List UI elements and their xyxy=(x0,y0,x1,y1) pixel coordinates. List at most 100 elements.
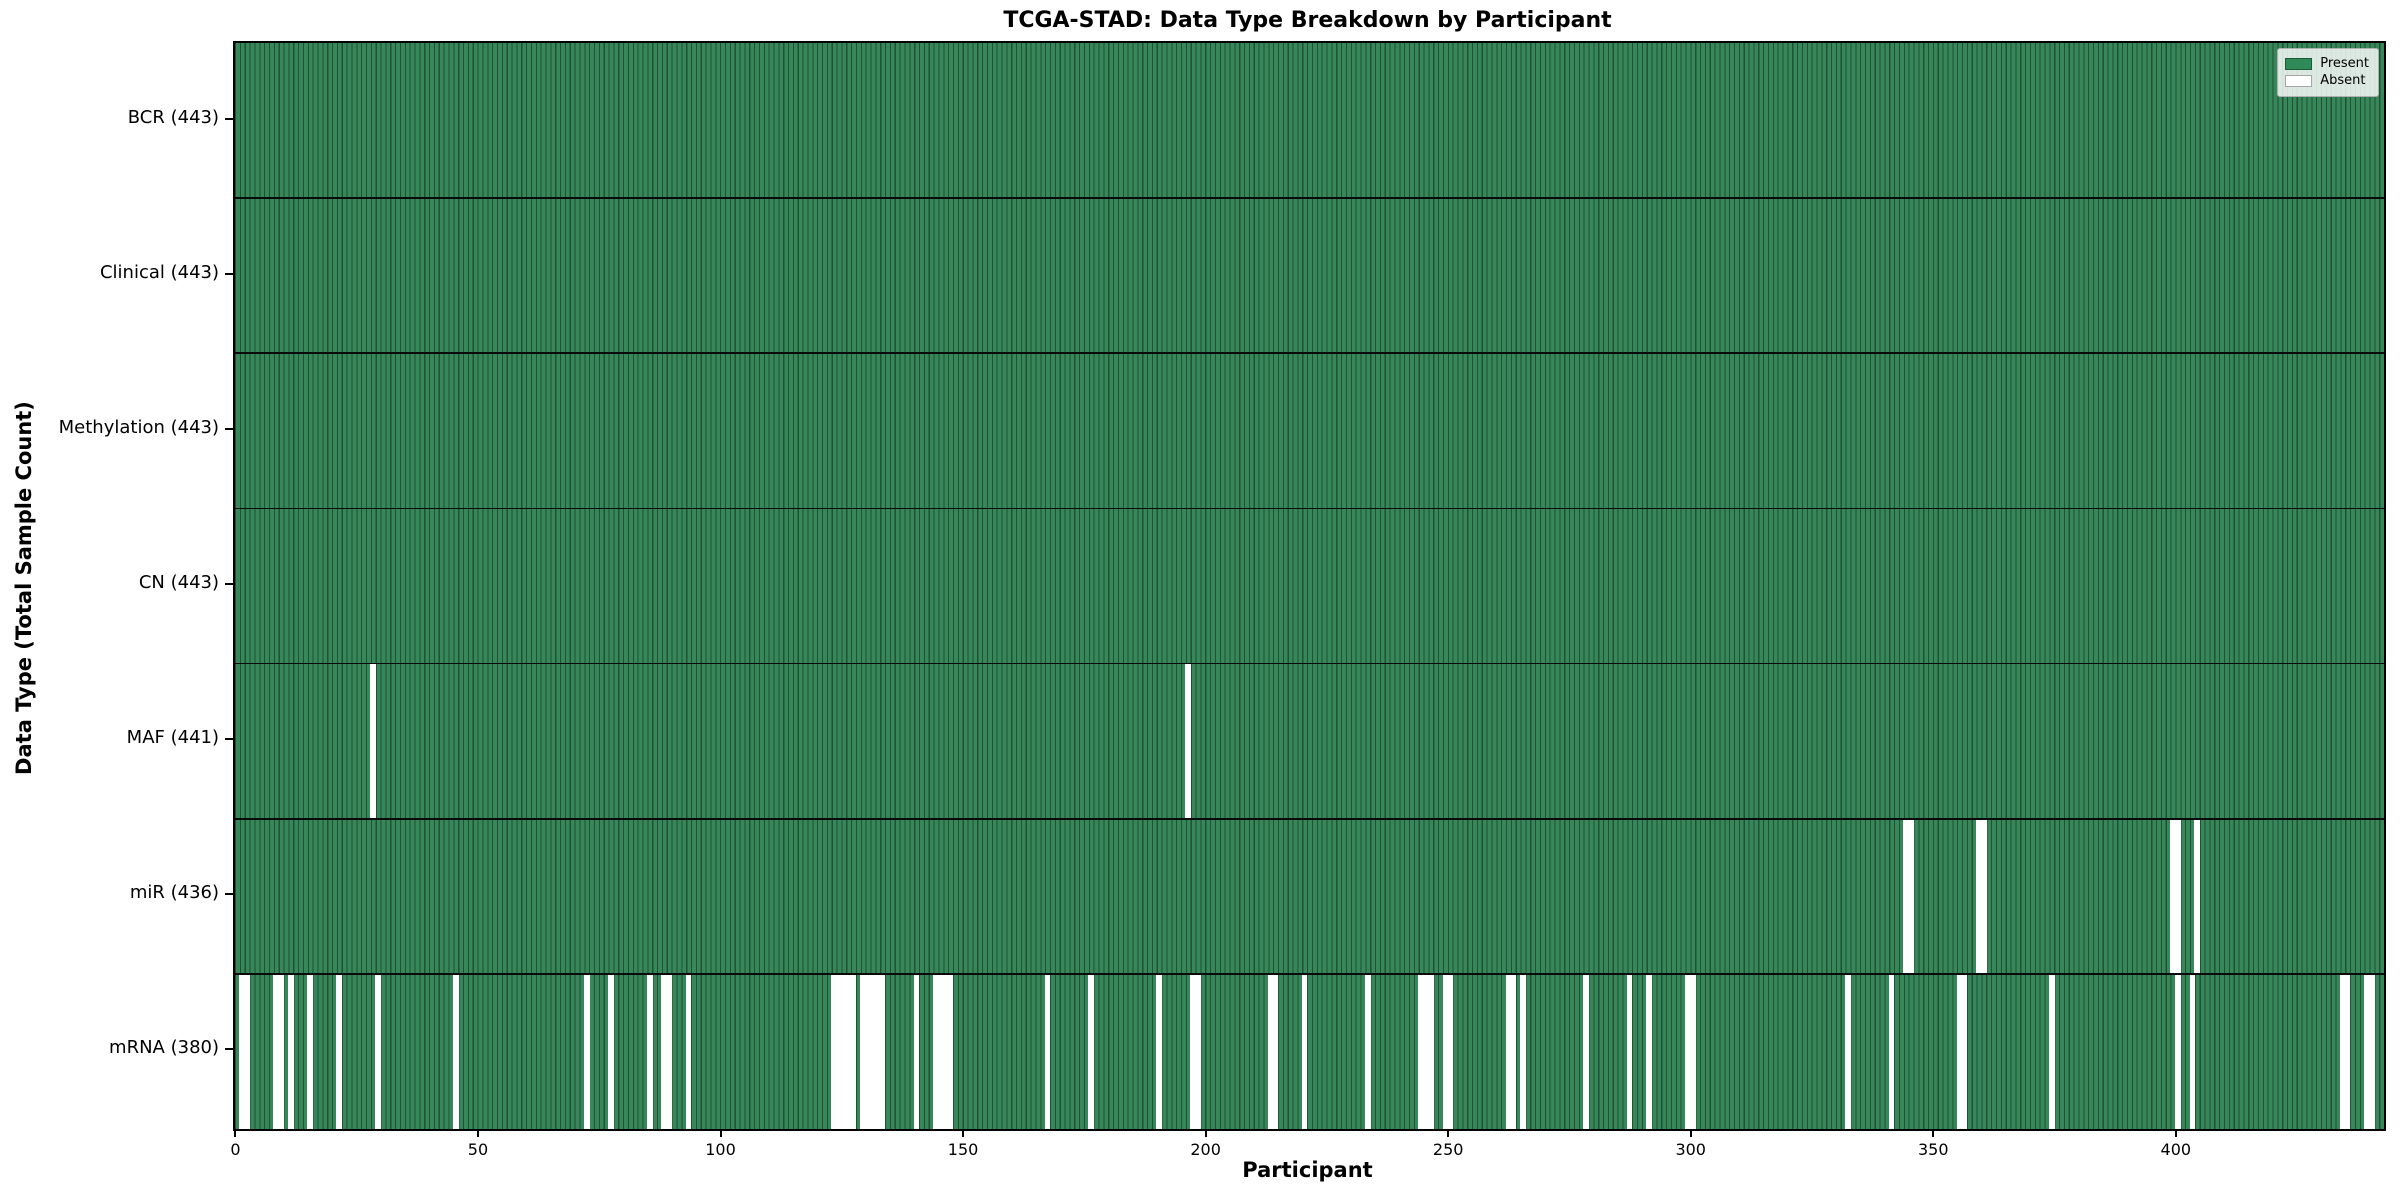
x-tick xyxy=(1204,1129,1207,1137)
legend-item-absent: Absent xyxy=(2285,74,2369,88)
absent-stripe xyxy=(2048,973,2055,1129)
x-tick xyxy=(476,1129,479,1137)
chart-title: TCGA-STAD: Data Type Breakdown by Partic… xyxy=(1003,8,1612,33)
absent-stripe xyxy=(1583,973,1589,1129)
absent-stripe xyxy=(370,663,377,819)
absent-stripe xyxy=(666,973,672,1129)
absent-stripe xyxy=(1888,973,1895,1129)
absent-stripe xyxy=(583,973,590,1129)
absent-stripe xyxy=(937,973,944,1129)
absent-stripe xyxy=(2189,973,2196,1129)
y-tick-label-clinical: Clinical (443) xyxy=(99,261,219,283)
absent-stripe xyxy=(836,973,842,1129)
absent-stripe xyxy=(2175,973,2181,1129)
absent-stripe xyxy=(947,973,954,1129)
absent-stripe xyxy=(2344,973,2351,1129)
absent-stripe xyxy=(239,973,246,1129)
absent-stripe xyxy=(1961,973,1968,1129)
absent-stripe xyxy=(1520,973,1526,1129)
y-tick-label-mir: miR (436) xyxy=(129,882,219,904)
y-tick-label-mrna: mRNA (380) xyxy=(109,1037,219,1059)
absent-stripe xyxy=(860,973,867,1129)
absent-stripe xyxy=(244,973,250,1129)
y-tick-label-cn: CN (443) xyxy=(138,572,219,593)
absent-stripe xyxy=(307,973,313,1129)
absent-stripe xyxy=(1447,973,1453,1129)
y-tick xyxy=(225,738,233,741)
absent-stripe xyxy=(452,973,459,1129)
row-band-methylation xyxy=(235,353,2384,509)
absent-stripe xyxy=(942,973,949,1129)
absent-stripe xyxy=(2339,973,2346,1129)
absent-stripe xyxy=(879,973,886,1129)
absent-stripe xyxy=(1646,973,1652,1129)
absent-stripe xyxy=(865,973,871,1129)
absent-stripe xyxy=(2364,973,2370,1129)
absent-stripe xyxy=(1185,663,1192,819)
absent-stripe xyxy=(2194,818,2201,974)
x-tick-label-100: 100 xyxy=(705,1140,736,1159)
legend: Present Absent xyxy=(2277,48,2379,97)
row-divider xyxy=(235,507,2384,510)
absent-stripe xyxy=(1088,973,1095,1129)
row-divider xyxy=(235,197,2384,199)
y-tick xyxy=(225,117,233,120)
y-tick xyxy=(225,893,233,896)
absent-swatch-icon xyxy=(2285,75,2313,87)
absent-stripe xyxy=(1427,973,1434,1129)
absent-stripe xyxy=(1976,818,1982,974)
row-band-bcr xyxy=(235,43,2384,199)
absent-stripe xyxy=(1195,973,1201,1129)
absent-stripe xyxy=(933,973,939,1129)
x-tick-label-300: 300 xyxy=(1675,1140,1706,1159)
absent-stripe xyxy=(2170,818,2176,974)
absent-stripe xyxy=(661,973,668,1129)
present-swatch-icon xyxy=(2285,58,2313,70)
absent-stripe xyxy=(1956,973,1963,1129)
x-tick xyxy=(719,1129,722,1137)
row-band-mir xyxy=(235,818,2384,974)
y-tick xyxy=(225,427,233,430)
legend-label-present: Present xyxy=(2320,56,2369,71)
x-tick-label-50: 50 xyxy=(467,1140,489,1159)
x-tick-label-350: 350 xyxy=(1917,1140,1949,1159)
x-tick-label-250: 250 xyxy=(1432,1140,1464,1159)
absent-stripe xyxy=(1626,973,1633,1129)
y-tick xyxy=(225,272,233,275)
y-tick xyxy=(225,583,233,585)
absent-stripe xyxy=(850,973,857,1129)
x-tick-label-150: 150 xyxy=(947,1140,979,1159)
absent-stripe xyxy=(646,973,653,1129)
absent-stripe xyxy=(1689,973,1696,1129)
absent-stripe xyxy=(685,973,692,1129)
absent-stripe xyxy=(831,973,837,1129)
row-band-clinical xyxy=(235,198,2384,354)
x-tick xyxy=(1932,1129,1935,1137)
absent-stripe xyxy=(1505,973,1512,1129)
absent-stripe xyxy=(278,973,284,1129)
x-tick-label-400: 400 xyxy=(2160,1140,2192,1159)
absent-stripe xyxy=(840,973,847,1129)
row-band-maf xyxy=(235,663,2384,819)
absent-stripe xyxy=(845,973,852,1129)
x-tick xyxy=(962,1129,965,1137)
absent-stripe xyxy=(1510,973,1517,1129)
legend-item-present: Present xyxy=(2285,57,2369,71)
absent-stripe xyxy=(1190,973,1196,1129)
absent-stripe xyxy=(870,973,876,1129)
y-tick-label-bcr: BCR (443) xyxy=(127,106,219,128)
absent-stripe xyxy=(1301,973,1308,1129)
absent-stripe xyxy=(375,973,381,1129)
absent-stripe xyxy=(1908,818,1914,974)
absent-stripe xyxy=(1442,973,1449,1129)
absent-stripe xyxy=(287,973,294,1129)
row-divider xyxy=(235,662,2384,665)
absent-stripe xyxy=(1423,973,1429,1129)
absent-stripe xyxy=(608,973,614,1129)
row-divider xyxy=(235,817,2384,820)
absent-stripe xyxy=(874,973,881,1129)
row-band-cn xyxy=(235,508,2384,664)
absent-stripe xyxy=(913,973,920,1129)
x-tick xyxy=(1447,1129,1450,1137)
